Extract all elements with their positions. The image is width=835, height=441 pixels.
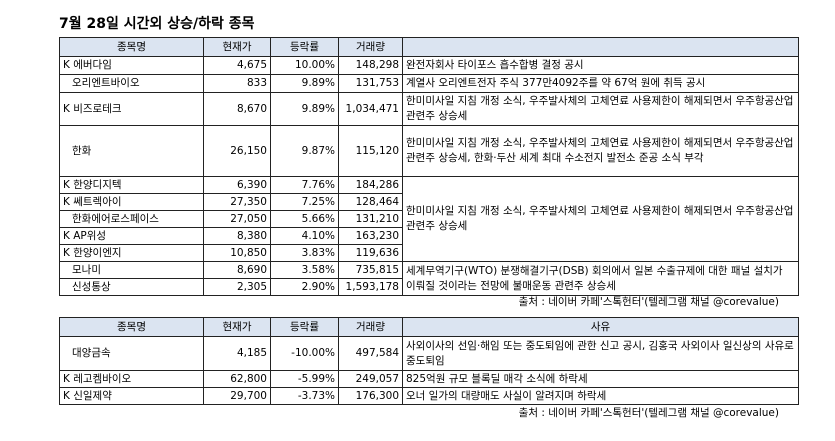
- stock-reason-merged: 세계무역기구(WTO) 분쟁해결기구(DSB) 회의에서 일본 수출규제에 대한…: [402, 261, 799, 296]
- stock-price: 6,390: [203, 176, 271, 194]
- header-price: 현재가: [203, 317, 271, 337]
- fall-table: 종목명 현재가 등락률 거래량 사유 대양금속 4,185 -10.00% 49…: [59, 317, 799, 405]
- table-row: K 신일제약 29,700 -3.73% 176,300 오너 일가의 대량매도…: [59, 387, 799, 405]
- table-row: 모나미 8,690 3.58% 735,815 세계무역기구(WTO) 분쟁해결…: [59, 261, 799, 296]
- table-row: 한화 26,150 9.87% 115,120 한미미사일 지침 개정 소식, …: [59, 125, 799, 177]
- stock-volume: 735,815: [338, 261, 403, 279]
- stock-volume: 1,034,471: [338, 92, 403, 126]
- stock-price: 10,850: [203, 244, 271, 262]
- page-title: 7월 28일 시간외 상승/하락 종목: [59, 16, 255, 32]
- stock-price: 29,700: [203, 387, 271, 405]
- stock-reason: 한미미사일 지침 개정 소식, 우주발사체의 고체연료 사용제한이 해제되면서 …: [402, 125, 799, 177]
- header-reason: [402, 37, 799, 57]
- table-row: K 레고켐바이오 62,800 -5.99% 249,057 825억원 규모 …: [59, 370, 799, 388]
- stock-rate: 3.58%: [270, 261, 339, 279]
- table-row: K 한양디지텍 6,390 7.76% 184,286 한미미사일 지침 개정 …: [59, 176, 799, 262]
- table-row: 대양금속 4,185 -10.00% 497,584 사외이사의 선임·해임 또…: [59, 336, 799, 371]
- stock-name: K 비즈로테크: [59, 92, 204, 126]
- stock-price: 2,305: [203, 278, 271, 296]
- header-volume: 거래량: [338, 317, 403, 337]
- stock-rate: 9.87%: [270, 125, 339, 177]
- stock-name: K AP위성: [59, 227, 204, 245]
- stock-volume: 119,636: [338, 244, 403, 262]
- stock-volume: 176,300: [338, 387, 403, 405]
- table-row: 신성통상 2,305 2.90% 1,593,178: [59, 278, 799, 296]
- stock-reason: 계열사 오리엔트전자 주식 377만4092주를 약 67억 원에 취득 공시: [402, 74, 799, 93]
- stock-name: 한화에어로스페이스: [59, 210, 204, 228]
- stock-rate: 7.76%: [270, 176, 339, 194]
- stock-volume: 131,753: [338, 74, 403, 93]
- header-rate: 등락률: [270, 37, 339, 57]
- stock-reason: 사외이사의 선임·해임 또는 중도퇴임에 관한 신고 공시, 김홍국 사외이사 …: [402, 336, 799, 371]
- stock-name: K 레고켐바이오: [59, 370, 204, 388]
- stock-price: 62,800: [203, 370, 271, 388]
- stock-price: 8,670: [203, 92, 271, 126]
- stock-price: 4,675: [203, 56, 271, 75]
- stock-price: 4,185: [203, 336, 271, 371]
- table-row: K 한양이엔지 10,850 3.83% 119,636: [59, 244, 799, 262]
- stock-volume: 131,210: [338, 210, 403, 228]
- stock-volume: 148,298: [338, 56, 403, 75]
- stock-volume: 249,057: [338, 370, 403, 388]
- stock-price: 8,380: [203, 227, 271, 245]
- table-row: 오리엔트바이오 833 9.89% 131,753 계열사 오리엔트전자 주식 …: [59, 74, 799, 93]
- stock-name: 모나미: [59, 261, 204, 279]
- stock-rate: -3.73%: [270, 387, 339, 405]
- header-reason: 사유: [402, 317, 799, 337]
- stock-rate: -5.99%: [270, 370, 339, 388]
- stock-price: 27,050: [203, 210, 271, 228]
- table-header-row: 종목명 현재가 등락률 거래량 사유: [59, 317, 799, 337]
- stock-name: 오리엔트바이오: [59, 74, 204, 93]
- stock-name: 대양금속: [59, 336, 204, 371]
- stock-rate: 2.90%: [270, 278, 339, 296]
- stock-volume: 1,593,178: [338, 278, 403, 296]
- table-row: K AP위성 8,380 4.10% 163,230: [59, 227, 799, 245]
- table-row: K 에버다임 4,675 10.00% 148,298 완전자회사 타이포스 흡…: [59, 56, 799, 75]
- stock-volume: 184,286: [338, 176, 403, 194]
- stock-rate: 3.83%: [270, 244, 339, 262]
- source-note: 출처 : 네이버 카페'스톡헌터'(텔레그램 채널 @corevalue): [518, 296, 779, 308]
- stock-name: 한화: [59, 125, 204, 177]
- table-header-row: 종목명 현재가 등락률 거래량: [59, 37, 799, 57]
- header-name: 종목명: [59, 317, 204, 337]
- stock-name: K 쎄트렉아이: [59, 193, 204, 211]
- stock-volume: 128,464: [338, 193, 403, 211]
- stock-name: 신성통상: [59, 278, 204, 296]
- stock-price: 8,690: [203, 261, 271, 279]
- stock-volume: 497,584: [338, 336, 403, 371]
- stock-rate: -10.00%: [270, 336, 339, 371]
- stock-rate: 5.66%: [270, 210, 339, 228]
- stock-rate: 10.00%: [270, 56, 339, 75]
- stock-rate: 9.89%: [270, 74, 339, 93]
- stock-reason-merged: 한미미사일 지침 개정 소식, 우주발사체의 고체연료 사용제한이 해제되면서 …: [402, 176, 799, 262]
- header-name: 종목명: [59, 37, 204, 57]
- rise-table: 종목명 현재가 등락률 거래량 K 에버다임 4,675 10.00% 148,…: [59, 37, 799, 296]
- header-rate: 등락률: [270, 317, 339, 337]
- stock-price: 27,350: [203, 193, 271, 211]
- stock-name: K 한양디지텍: [59, 176, 204, 194]
- stock-reason: 완전자회사 타이포스 흡수합병 결정 공시: [402, 56, 799, 75]
- stock-name: K 에버다임: [59, 56, 204, 75]
- stock-name: K 한양이엔지: [59, 244, 204, 262]
- stock-reason: 한미미사일 지침 개정 소식, 우주발사체의 고체연료 사용제한이 해제되면서 …: [402, 92, 799, 126]
- stock-volume: 163,230: [338, 227, 403, 245]
- header-price: 현재가: [203, 37, 271, 57]
- stock-rate: 7.25%: [270, 193, 339, 211]
- stock-reason: 825억원 규모 블록딜 매각 소식에 하락세: [402, 370, 799, 388]
- header-volume: 거래량: [338, 37, 403, 57]
- stock-price: 26,150: [203, 125, 271, 177]
- source-note: 출처 : 네이버 카페'스톡헌터'(텔레그램 채널 @corevalue): [518, 407, 779, 419]
- table-row: K 비즈로테크 8,670 9.89% 1,034,471 한미미사일 지침 개…: [59, 92, 799, 126]
- stock-rate: 9.89%: [270, 92, 339, 126]
- stock-name: K 신일제약: [59, 387, 204, 405]
- stock-reason: 오너 일가의 대량매도 사실이 알려지며 하락세: [402, 387, 799, 405]
- stock-price: 833: [203, 74, 271, 93]
- stock-rate: 4.10%: [270, 227, 339, 245]
- stock-volume: 115,120: [338, 125, 403, 177]
